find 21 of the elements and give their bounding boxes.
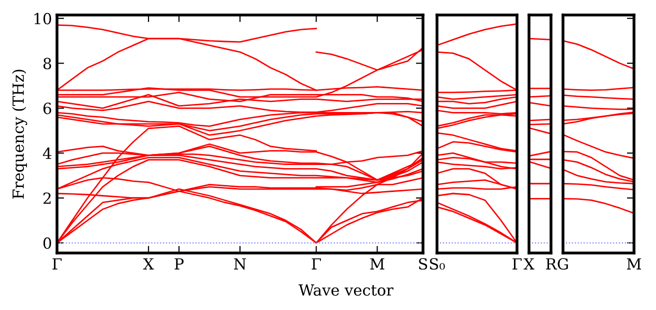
x-tick-label: S₀: [430, 258, 445, 270]
x-tick-label: G: [558, 258, 568, 270]
x-tick-label: R: [546, 258, 558, 270]
y-tick-label: 6: [43, 102, 52, 114]
y-axis-title: Frequency (THz): [12, 70, 28, 199]
x-tick-label: M: [626, 258, 642, 270]
x-tick-label: X: [143, 258, 154, 270]
y-tick-label: 2: [43, 192, 51, 204]
x-tick-label: P: [174, 258, 184, 270]
x-axis-title: Wave vector: [298, 284, 394, 296]
y-tick-label: 4: [42, 148, 52, 159]
x-tick-label: Γ: [52, 258, 62, 270]
x-tick-label: S: [419, 258, 428, 270]
x-tick-label: M: [370, 258, 384, 270]
x-tick-label: N: [234, 258, 246, 270]
y-tick-label: 10: [34, 12, 52, 24]
y-tick-label: 8: [43, 58, 52, 70]
x-tick-label: X: [524, 258, 534, 270]
x-tick-label: Γ: [312, 258, 321, 270]
y-tick-label: 0: [43, 237, 52, 249]
x-tick-label: Γ: [512, 258, 522, 270]
